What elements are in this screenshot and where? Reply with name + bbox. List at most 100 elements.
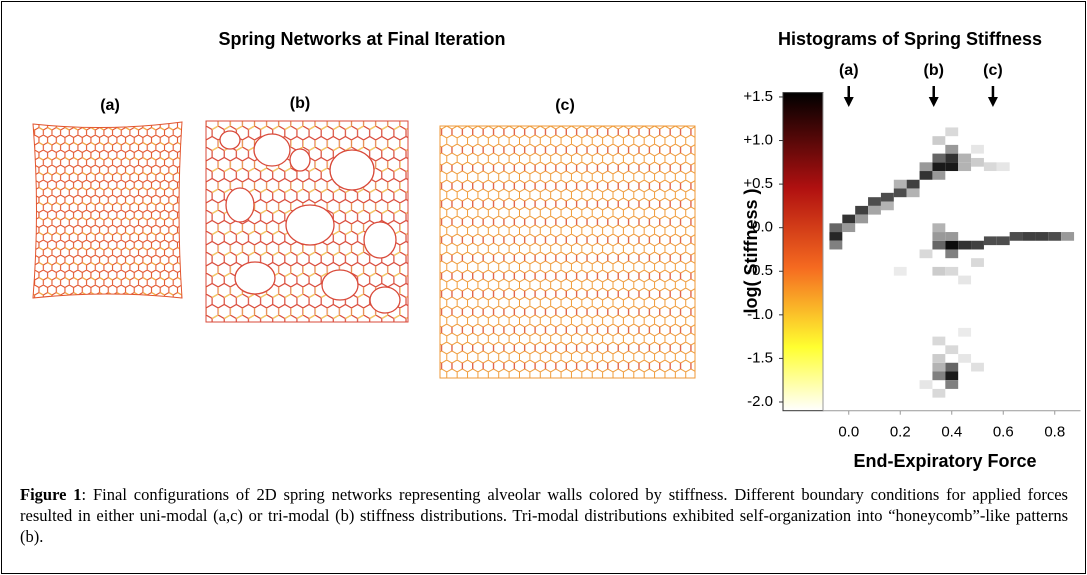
caption-text: : Final configurations of 2D spring netw…: [20, 485, 1068, 546]
heat-cell: [958, 354, 971, 363]
heat-cell: [945, 145, 958, 154]
heat-cell: [842, 215, 855, 224]
arrow-label: (a): [839, 62, 859, 79]
heat-cell: [945, 162, 958, 171]
heat-cell: [958, 154, 971, 163]
heat-cell: [894, 267, 907, 276]
y-tick-label: +0.5: [743, 175, 773, 192]
y-axis-label: log( Stiffness ): [741, 188, 761, 313]
heat-cell: [945, 363, 958, 372]
heat-cell: [932, 154, 945, 163]
heat-cell: [984, 236, 997, 245]
heat-cell: [1010, 232, 1023, 241]
heat-cell: [868, 206, 881, 215]
y-tick-label: +1.5: [743, 88, 773, 105]
x-tick-label: 0.2: [890, 424, 911, 441]
network-label: (a): [100, 97, 120, 114]
network-label: (c): [555, 97, 575, 114]
network-c: [440, 126, 695, 378]
heat-cell: [945, 267, 958, 276]
heat-cell: [971, 258, 984, 267]
heat-cell: [971, 363, 984, 372]
heat-cell: [945, 127, 958, 136]
heat-cell: [945, 380, 958, 389]
heat-cell: [971, 158, 984, 167]
heat-cell: [829, 232, 842, 241]
heat-cell: [945, 345, 958, 354]
heat-cell: [1048, 232, 1061, 241]
heat-cell: [958, 162, 971, 171]
x-tick-label: 0.6: [993, 424, 1014, 441]
heat-cell: [932, 136, 945, 145]
heat-cell: [1023, 232, 1036, 241]
heat-cell: [945, 371, 958, 380]
heat-cell: [932, 241, 945, 250]
heat-cell: [932, 354, 945, 363]
y-tick-label: 0.0: [752, 219, 773, 236]
x-tick-label: 0.8: [1044, 424, 1065, 441]
y-tick-label: -1.5: [747, 349, 773, 366]
heat-cell: [907, 188, 920, 197]
heat-cell: [855, 206, 868, 215]
heat-cell: [829, 223, 842, 232]
arrow-label: (b): [924, 62, 944, 79]
heat-cell: [881, 193, 894, 202]
heat-cell: [894, 188, 907, 197]
heat-cell: [881, 202, 894, 211]
heat-cell: [1061, 232, 1074, 241]
heat-cell: [945, 241, 958, 250]
x-axis-label: End-Expiratory Force: [853, 451, 1036, 471]
heat-cell: [932, 162, 945, 171]
heat-cell: [920, 249, 933, 258]
heat-cell: [958, 276, 971, 285]
heat-cell: [907, 180, 920, 189]
y-tick-label: +1.0: [743, 132, 773, 149]
network-label: (b): [290, 95, 310, 112]
panel-title: Spring Networks at Final Iteration: [218, 29, 505, 49]
x-tick-label: 0.0: [838, 424, 859, 441]
heat-cell: [945, 232, 958, 241]
arrow-head: [929, 97, 939, 107]
heat-cell: [945, 154, 958, 163]
heat-cell: [997, 236, 1010, 245]
heat-cell: [868, 197, 881, 206]
network-b: [206, 121, 408, 322]
heat-cell: [932, 223, 945, 232]
caption: Figure 1: Final configurations of 2D spr…: [20, 484, 1068, 547]
heat-cell: [984, 162, 997, 171]
heat-cell: [932, 267, 945, 276]
chart-title: Histograms of Spring Stiffness: [778, 29, 1042, 49]
heat-cell: [971, 241, 984, 250]
arrow-label: (c): [983, 62, 1003, 79]
y-tick-label: -2.0: [747, 393, 773, 410]
heat-cell: [920, 162, 933, 171]
heat-cell: [1035, 232, 1048, 241]
heat-cell: [920, 171, 933, 180]
heat-cell: [932, 363, 945, 372]
arrow-head: [988, 97, 998, 107]
caption-label: Figure 1: [20, 485, 82, 504]
heat-cell: [932, 389, 945, 398]
colorbar: [783, 93, 823, 411]
heat-cell: [932, 232, 945, 241]
heat-cell: [894, 180, 907, 189]
heat-cell: [932, 171, 945, 180]
heat-cell: [932, 337, 945, 346]
heat-cell: [958, 241, 971, 250]
heat-cell: [829, 241, 842, 250]
x-tick-label: 0.4: [941, 424, 962, 441]
heat-cell: [971, 145, 984, 154]
heat-cell: [932, 371, 945, 380]
heat-cell: [945, 249, 958, 258]
heat-cell: [958, 328, 971, 337]
y-tick-label: -1.0: [747, 306, 773, 323]
heat-cell: [842, 223, 855, 232]
y-tick-label: -0.5: [747, 262, 773, 279]
page: Spring Networks at Final Iteration (a) (…: [0, 0, 1087, 575]
figure: Spring Networks at Final Iteration (a) (…: [0, 0, 1087, 480]
network-a: [33, 122, 182, 298]
arrow-head: [844, 97, 854, 107]
heat-cell: [855, 215, 868, 224]
heat-cell: [997, 162, 1010, 171]
heat-cell: [920, 380, 933, 389]
